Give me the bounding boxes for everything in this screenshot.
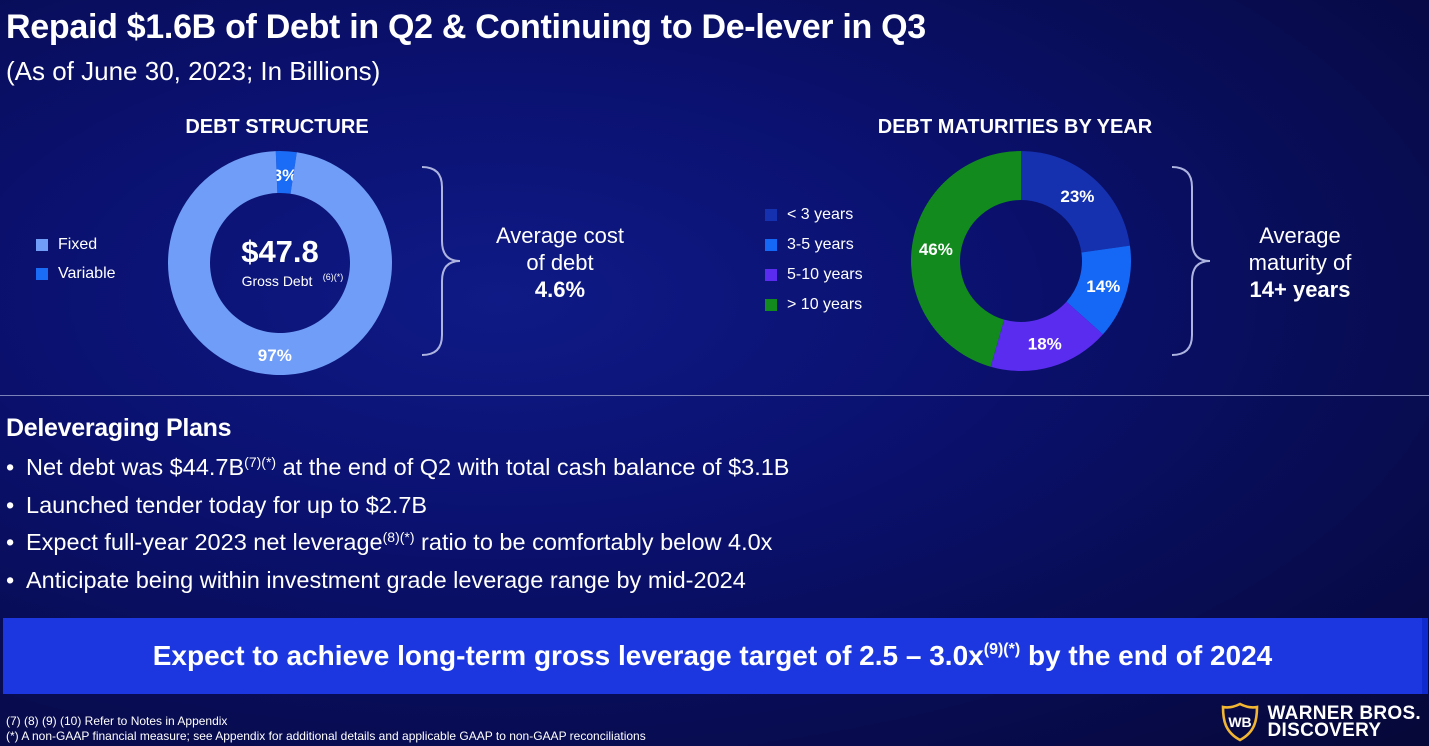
legend-item: Variable [36,265,116,283]
bullet-item: • Expect full-year 2023 net leverage(8)(*… [6,529,773,555]
legend-label: < 3 years [787,206,854,223]
slice-3-5-years [1066,245,1131,335]
avg-maturity-value: 14+ years [1249,277,1351,302]
legend-swatch [765,209,777,221]
legend-item: > 10 years [765,296,862,314]
avg-cost-line1: Average cost [495,223,624,248]
legend-swatch [765,239,777,251]
page-title: Repaid $1.6B of Debt in Q2 & Continuing … [6,8,926,46]
legend-item: < 3 years [765,206,853,224]
slice-5-10-years [990,301,1103,371]
legend-swatch [765,299,777,311]
debt-structure-title: DEBT STRUCTURE [185,116,369,138]
bullet-item: • Launched tender today for up to $2.7B [6,491,428,518]
legend-swatch [765,269,777,281]
legend-label: Fixed [58,236,98,253]
avg-cost-value: 4.6% [534,277,586,302]
center-value: $47.8 [241,234,319,269]
avg-maturity-line1: Average [1259,223,1341,248]
avg-cost-callout: Average cost of debt 4.6% [460,222,660,303]
legend-item: 3-5 years [765,236,854,254]
slice-value-label: 3% [273,166,298,185]
slice-value-label: 18% [1028,335,1062,354]
brace-left [421,166,461,356]
bullet-item: • Net debt was $44.7B(7)(*) at the end of… [6,454,790,480]
slice--10-years [910,151,1021,367]
legend-label: 3-5 years [787,236,854,253]
wb-shield-icon: WB [1221,702,1258,742]
deleveraging-plans-title: Deleveraging Plans [6,414,232,442]
center-label: Gross Debt [242,273,313,289]
debt-maturities-donut: 23% 14% 18% 46% [910,151,1131,371]
svg-text:WB: WB [1228,714,1251,730]
avg-maturity-line2: maturity of [1248,250,1352,275]
brace-right [1171,166,1211,356]
page-subtitle: (As of June 30, 2023; In Billions) [6,56,381,86]
avg-maturity-callout: Average maturity of 14+ years [1200,222,1400,303]
logo-line2: DISCOVERY [1267,720,1382,741]
wbd-logo: WB WARNER BROS. DISCOVERY [1220,702,1422,742]
slice-fixed [168,151,392,375]
bullet-item: • Anticipate being within investment grad… [6,566,746,593]
center-note: (6)(*) [323,272,344,282]
debt-structure-donut: 3% 97% $47.8 Gross Debt (6)(*) [168,151,392,375]
slice-value-label: 46% [919,240,953,259]
footnote-2: (*) A non-GAAP financial measure; see Ap… [6,729,646,743]
legend-label: 5-10 years [787,266,863,283]
leverage-target-banner: Expect to achieve long-term gross levera… [3,618,1428,694]
legend-label: > 10 years [787,296,863,313]
deleveraging-bullets: • Net debt was $44.7B(7)(*) at the end of… [6,450,789,600]
slice-value-label: 97% [258,346,292,365]
debt-maturities-title: DEBT MATURITIES BY YEAR [877,116,1153,138]
legend-item: 5-10 years [765,266,863,284]
slice--3-years [1021,151,1130,253]
legend-swatch [36,239,48,251]
avg-cost-line2: of debt [526,250,594,275]
logo-line1: WARNER BROS. [1267,703,1421,724]
footnote-1: (7) (8) (9) (10) Refer to Notes in Appen… [6,714,228,728]
legend-label: Variable [58,265,116,282]
slice-variable [275,151,297,194]
slice-value-label: 23% [1060,187,1094,206]
legend-swatch [36,268,48,280]
legend-item: Fixed [36,236,97,254]
slice-value-label: 14% [1086,277,1120,296]
section-divider [0,395,1429,396]
